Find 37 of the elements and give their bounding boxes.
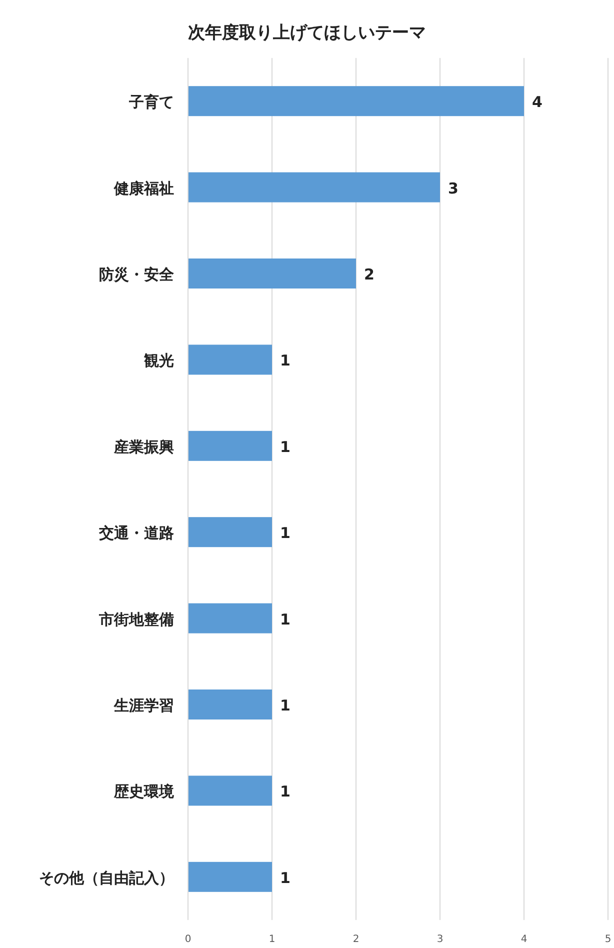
bar xyxy=(188,603,272,634)
x-tick-label: 2 xyxy=(352,934,360,945)
data-label: 1 xyxy=(280,782,290,801)
y-tick-label: 歴史環境 xyxy=(113,782,175,801)
data-label: 1 xyxy=(280,610,290,628)
x-tick-label: 1 xyxy=(268,934,276,945)
y-tick-label: 防災・安全 xyxy=(99,266,175,284)
data-label: 1 xyxy=(280,868,290,887)
y-tick-label: 交通・道路 xyxy=(98,524,174,542)
bar xyxy=(188,86,524,116)
bar xyxy=(188,430,272,461)
data-label: 2 xyxy=(364,266,374,284)
y-tick-label: 子育て xyxy=(128,93,174,112)
y-tick-label: その他（自由記入） xyxy=(39,868,174,887)
x-tick-label: 4 xyxy=(520,934,528,945)
bar xyxy=(188,517,272,548)
y-tick-label: 産業振興 xyxy=(113,438,174,456)
data-label: 1 xyxy=(280,438,290,456)
y-tick-label: 観光 xyxy=(143,352,174,370)
bar xyxy=(188,690,272,720)
data-label: 3 xyxy=(448,179,458,198)
data-label: 1 xyxy=(280,524,290,542)
y-tick-label: 市街地整備 xyxy=(98,610,174,628)
x-tick-label: 0 xyxy=(184,934,192,945)
chart-title: 次年度取り上げてほしいテーマ xyxy=(188,23,426,43)
x-tick-label: 5 xyxy=(604,934,612,945)
y-tick-label: 生涯学習 xyxy=(113,696,174,714)
bar xyxy=(188,258,356,288)
data-label: 1 xyxy=(280,352,290,370)
data-label: 1 xyxy=(280,696,290,714)
x-tick-label: 3 xyxy=(436,934,444,945)
bar xyxy=(188,344,272,375)
bar xyxy=(188,776,272,806)
bar xyxy=(188,172,440,202)
bar xyxy=(188,862,272,892)
data-label: 4 xyxy=(532,93,542,112)
y-tick-label: 健康福祉 xyxy=(113,179,174,198)
